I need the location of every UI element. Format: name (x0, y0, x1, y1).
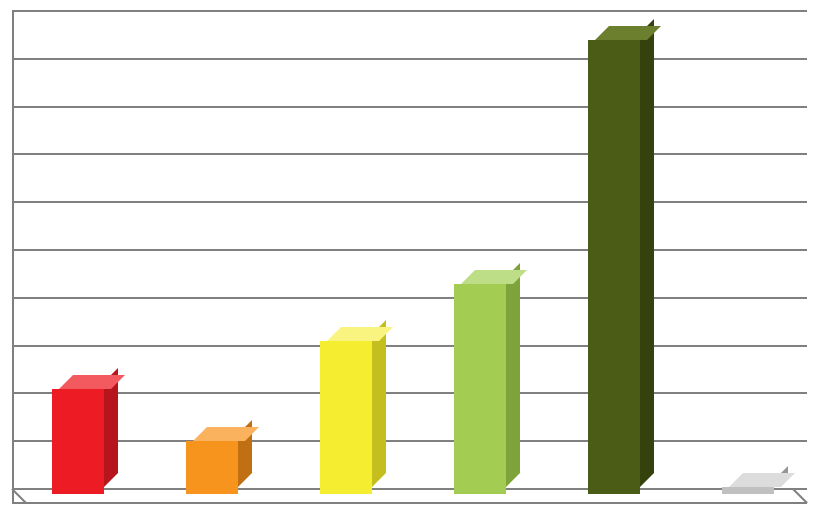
bar (186, 427, 252, 494)
bar-front (320, 341, 372, 494)
plot-area (12, 10, 807, 502)
bar-front (186, 441, 238, 494)
bar-front (52, 389, 104, 494)
bar-top (729, 473, 795, 487)
bar-side (372, 320, 386, 487)
bar (454, 270, 520, 494)
bar-side (640, 19, 654, 487)
bar (722, 473, 788, 494)
bar-chart (0, 0, 819, 525)
bars-container (12, 10, 807, 502)
bar-front (588, 40, 640, 494)
bar-front (454, 284, 506, 494)
bar-side (506, 263, 520, 487)
bar-front (722, 487, 774, 494)
bar (588, 26, 654, 494)
bar (52, 375, 118, 494)
bar (320, 327, 386, 494)
